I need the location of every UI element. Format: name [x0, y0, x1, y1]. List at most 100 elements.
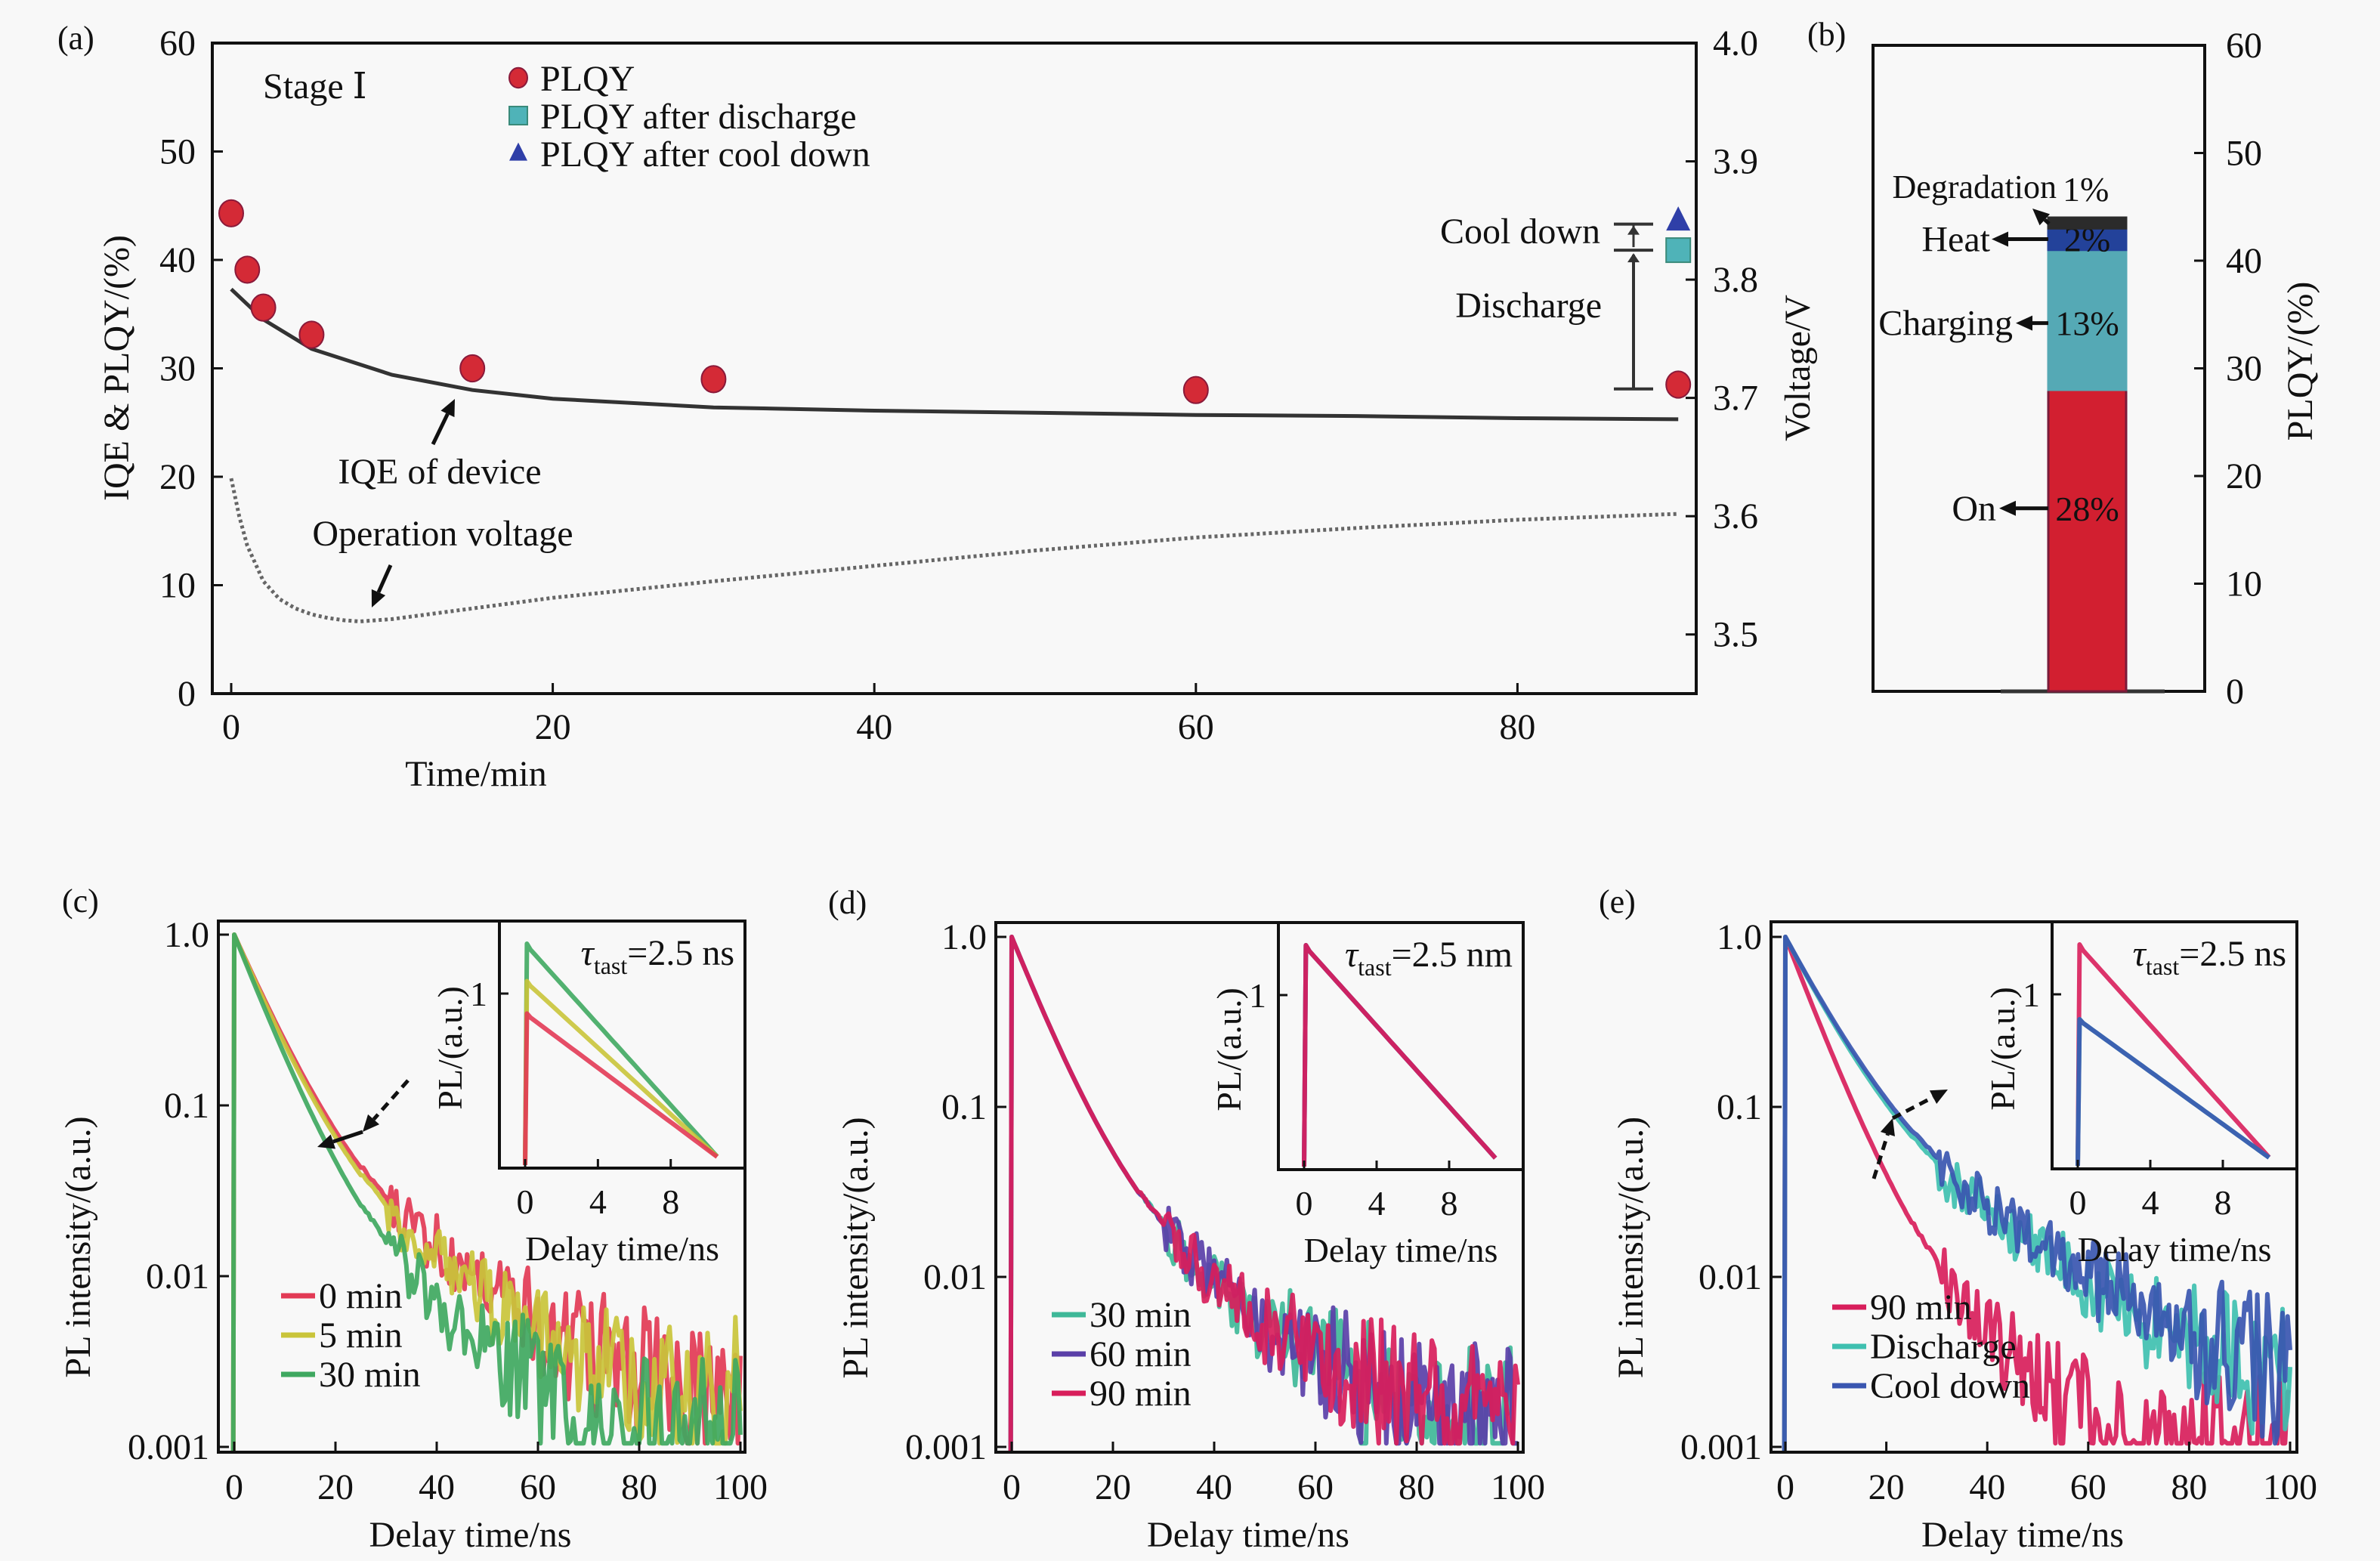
tau-value: =2.5 nm [1392, 935, 1513, 975]
x-tick-label: 80 [2171, 1467, 2207, 1507]
data-point-circle [218, 199, 244, 227]
panel-b-frame [1872, 44, 2206, 693]
bar-label-arrow [2032, 209, 2051, 226]
data-point-circle [700, 365, 727, 394]
y-tick-label: 0.001 [1680, 1427, 1762, 1467]
panel-a-axes: 0 20 40 60 80 0 10 20 30 40 50 60 3.5 3.6 3.7 3.8 3.9 4.0 [159, 23, 1758, 747]
inset-x-title: Delay time/ns [2078, 1230, 2272, 1269]
inset-y-title: PL/(a.u.) [1983, 987, 2022, 1111]
y-tick-label: 50 [2226, 134, 2262, 174]
inset-y-tick-label: 1 [2023, 975, 2040, 1014]
inset-x-tick-label: 8 [1441, 1184, 1458, 1223]
voltage-curve [229, 478, 1679, 624]
inset-curve [1302, 943, 1498, 1167]
plot-frame [994, 921, 1525, 1454]
inset-curve [2076, 1017, 2270, 1167]
x-tick-label: 100 [713, 1467, 768, 1507]
x-tick-label: 80 [1499, 707, 1535, 747]
legend-label: PLQY after cool down [540, 134, 870, 175]
inset-curve [2076, 942, 2271, 1167]
y2-tick-label: 3.5 [1713, 615, 1758, 655]
bar-value-label: 13% [2055, 304, 2119, 343]
transition-arrow [363, 1079, 410, 1132]
y-tick-label: 0.001 [128, 1427, 209, 1467]
panel-b-label: (b) [1807, 16, 1846, 53]
y-tick-label: 10 [2226, 564, 2262, 604]
voltage-annotation: Operation voltage [312, 514, 573, 554]
bar-category-label: Degradation [1893, 168, 2057, 206]
panel-a: (a) 0 20 40 60 80 0 10 20 30 40 50 60 3.5 3.6 3.7 3.8 3.… [57, 20, 1818, 794]
tau-annotation: τtast=2.5 ns [2133, 934, 2286, 980]
panel-a-frame [211, 42, 1698, 695]
arrow-head [1999, 500, 2016, 516]
arrow-head [1880, 1118, 1895, 1136]
cooldown-annotation: Cool down [1440, 212, 1600, 252]
x-tick-label: 0 [1003, 1467, 1021, 1507]
x-tick-label: 80 [621, 1467, 657, 1507]
y-tick-label: 40 [159, 240, 196, 280]
data-point-circle [459, 354, 486, 383]
y-tick-label: 1.0 [941, 917, 987, 957]
x-tick-label: 20 [1868, 1467, 1905, 1507]
tau-value: =2.5 ns [627, 933, 734, 973]
bracket-arrowhead [1627, 225, 1640, 235]
tau-symbol: τ [581, 933, 595, 973]
legend-marker-square [508, 106, 528, 125]
bar-segment-on [2047, 388, 2128, 693]
legend-label: PLQY [540, 59, 635, 99]
bar-label-arrow [1999, 500, 2048, 516]
inset-x-title: Delay time/ns [1304, 1231, 1498, 1269]
y-tick-label: 30 [2226, 349, 2262, 389]
y-tick-label: 0.1 [1717, 1087, 1762, 1127]
y-tick-label: 40 [2226, 241, 2262, 281]
bar-label-arrow [2016, 315, 2048, 331]
x-tick-label: 60 [1178, 707, 1214, 747]
bar-segment-degradation [2047, 216, 2128, 230]
tau-value: =2.5 ns [2179, 934, 2286, 974]
y-tick-label: 0 [178, 674, 196, 714]
data-point-circle [1182, 376, 1209, 404]
panel-a-label: (a) [57, 20, 94, 57]
decay-curve [1008, 935, 1520, 1451]
y-tick-label: 20 [2226, 456, 2262, 496]
inset-x-tick-label: 8 [2215, 1183, 2232, 1222]
y-tick-label: 0.01 [146, 1257, 209, 1297]
data-point-triangle [1666, 206, 1691, 231]
arrow-shaft [1872, 1133, 1890, 1179]
decay-curves [230, 932, 743, 1451]
legend-label: 0 min [319, 1276, 403, 1316]
data-point-square [1665, 237, 1692, 264]
plot-frame [217, 920, 746, 1454]
inset-y-tick-label: 1 [1249, 976, 1266, 1015]
inset-x-tick-label: 4 [2142, 1183, 2159, 1222]
bar-segment-charging [2047, 249, 2128, 391]
x-tick-label: 60 [2070, 1467, 2106, 1507]
x-tick-label: 80 [1399, 1467, 1435, 1507]
inset-x-tick-label: 0 [2069, 1183, 2087, 1222]
y-axis-title: PL intensity/(a.u.) [836, 1117, 876, 1378]
legend-label: Cool down [1870, 1366, 2030, 1406]
decay-curve [230, 932, 743, 1451]
arrow-shaft [2043, 218, 2051, 225]
x-tick-label: 20 [1095, 1467, 1131, 1507]
y-tick-label: 1.0 [1717, 917, 1762, 957]
inset-curve [523, 978, 719, 1166]
tau-subscript: tast [2146, 953, 2180, 980]
x-axis-title: Delay time/ns [1921, 1515, 2124, 1555]
panel-a-y2label: Voltage/V [1778, 295, 1818, 441]
inset-curve [523, 941, 719, 1166]
bracket-arrowhead [1627, 253, 1640, 263]
legend-label: 5 min [319, 1315, 403, 1355]
x-tick-label: 20 [535, 707, 571, 747]
legend-marker-triangle [509, 142, 527, 161]
iqe-curve [230, 287, 1679, 422]
decay-curves [1782, 935, 2292, 1451]
legend-label: 90 min [1090, 1374, 1192, 1414]
x-tick-label: 40 [856, 707, 892, 747]
y-tick-label: 0.001 [905, 1427, 987, 1467]
legend-label: 90 min [1870, 1287, 1972, 1328]
